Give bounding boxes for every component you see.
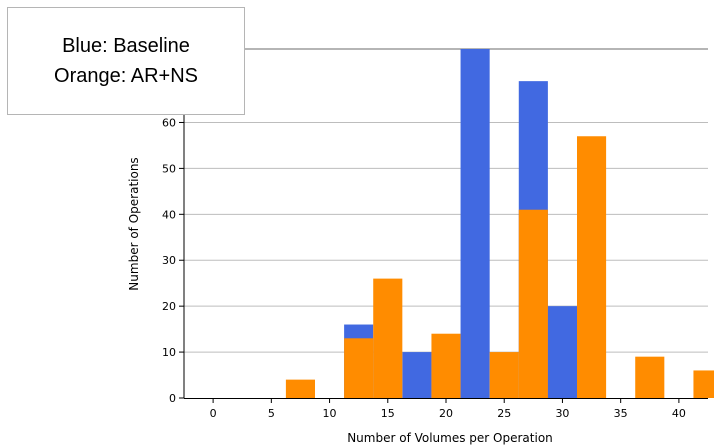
bar-baseline <box>402 352 432 398</box>
bar-baseline <box>547 306 577 398</box>
y-tick-label: 50 <box>162 162 176 175</box>
bar-arns <box>635 356 665 398</box>
x-axis-label: Number of Volumes per Operation <box>347 431 553 445</box>
y-axis-label: Number of Operations <box>127 157 141 290</box>
bar-arns <box>518 209 548 398</box>
x-tick-label: 30 <box>555 407 569 420</box>
x-tick-label: 0 <box>210 407 217 420</box>
bar-arns <box>285 379 315 398</box>
y-tick-label: 0 <box>169 392 176 405</box>
y-tick-label: 30 <box>162 254 176 267</box>
x-tick-label: 5 <box>268 407 275 420</box>
bar-arns <box>373 278 403 398</box>
x-tick-label: 35 <box>614 407 628 420</box>
bar-arns <box>577 136 607 398</box>
bar-arns <box>431 333 461 398</box>
y-tick-label: 20 <box>162 300 176 313</box>
x-tick-label: 40 <box>672 407 686 420</box>
y-tick-label: 40 <box>162 208 176 221</box>
y-tick-label: 10 <box>162 346 176 359</box>
bar-arns <box>344 338 374 398</box>
legend-box: Blue: Baseline Orange: AR+NS <box>7 7 245 115</box>
x-tick-label: 20 <box>439 407 453 420</box>
x-tick-label: 10 <box>323 407 337 420</box>
x-tick-label: 25 <box>497 407 511 420</box>
bar-arns <box>693 370 714 398</box>
bar-arns <box>489 352 519 398</box>
legend-line-baseline: Blue: Baseline <box>62 35 190 57</box>
legend-line-arns: Orange: AR+NS <box>54 65 198 87</box>
bars-group <box>285 49 714 398</box>
x-tick-label: 15 <box>381 407 395 420</box>
y-tick-label: 60 <box>162 116 176 129</box>
axes-group: 0 10 20 30 40 50 60 0 5 10 15 20 25 30 35 40 <box>162 99 708 420</box>
grid-lines <box>184 48 708 353</box>
bar-baseline <box>460 49 490 398</box>
